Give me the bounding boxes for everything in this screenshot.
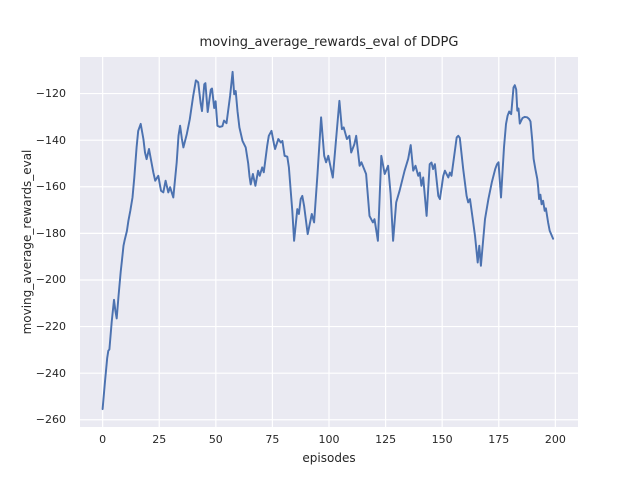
y-tick-label: −220: [35, 320, 66, 334]
x-tick-label: 0: [99, 433, 107, 446]
line-chart: [80, 57, 578, 427]
y-tick-label: −140: [35, 133, 66, 147]
y-tick-label: −240: [35, 366, 66, 380]
chart-title: moving_average_rewards_eval of DDPG: [199, 35, 459, 50]
x-tick-label: 100: [318, 433, 340, 446]
y-tick-label: −200: [35, 273, 66, 287]
y-axis-label: moving_average_rewards_eval: [20, 149, 34, 335]
x-tick-label: 175: [488, 433, 510, 446]
x-tick-label: 150: [431, 433, 453, 446]
plot-area: [80, 57, 578, 427]
x-tick-label: 50: [208, 433, 223, 446]
x-tick-label: 25: [152, 433, 167, 446]
data-line-moving_average_rewards_eval: [101, 70, 555, 411]
y-tick-label: −180: [35, 226, 66, 240]
x-tick-label: 75: [265, 433, 280, 446]
y-tick-label: −260: [35, 413, 66, 427]
x-tick-label: 200: [544, 433, 566, 446]
y-tick-label: −120: [35, 87, 66, 101]
x-axis-label: episodes: [302, 451, 356, 465]
x-tick-label: 125: [375, 433, 397, 446]
y-tick-label: −160: [35, 180, 66, 194]
